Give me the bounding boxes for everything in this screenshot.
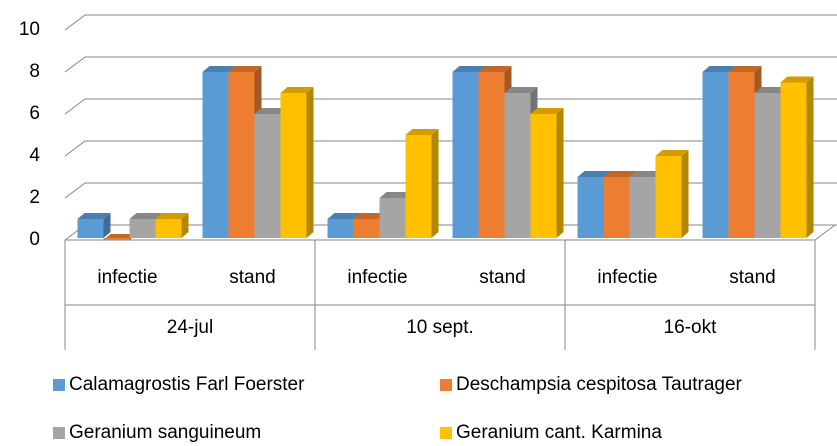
group-label: 16-okt	[664, 317, 718, 338]
bar-top	[452, 66, 486, 72]
bar-front	[754, 93, 781, 238]
bar-front	[530, 114, 557, 238]
legend-label: Deschampsia cespitosa Tautrager	[456, 374, 743, 395]
bar-front	[629, 177, 656, 238]
grid-line	[64, 14, 837, 31]
x-tick-label: stand	[229, 267, 275, 288]
bar-front	[103, 238, 130, 240]
bar-front	[155, 219, 182, 238]
y-tick-label: 10	[19, 19, 40, 40]
bar-front	[603, 177, 630, 238]
bar-side	[103, 213, 111, 238]
bar	[530, 108, 564, 238]
y-tick-label: 2	[29, 187, 40, 208]
bar-front	[655, 156, 682, 238]
bar-front	[327, 219, 354, 238]
bar-top	[405, 129, 439, 135]
legend-label: Geranium cant. Karmina	[456, 422, 662, 443]
bar-front	[129, 219, 156, 238]
x-tick-label: infectie	[347, 267, 407, 288]
bar-top	[155, 213, 189, 219]
bar-front	[780, 82, 807, 238]
bar-top	[702, 66, 736, 72]
bar	[405, 129, 439, 238]
bar-top	[655, 150, 689, 156]
grid-line	[64, 140, 837, 157]
y-tick-label: 4	[29, 145, 40, 166]
bar-front	[452, 72, 479, 238]
legend-swatch	[53, 427, 65, 439]
grid-line	[64, 98, 837, 115]
bar-front	[504, 93, 531, 238]
grid-line	[64, 56, 837, 73]
bar-top	[77, 213, 111, 219]
x-tick-label: infectie	[597, 267, 657, 288]
bar	[77, 213, 111, 238]
bar-front	[379, 198, 406, 238]
bar-front	[353, 219, 380, 238]
bar-top	[129, 213, 163, 219]
bar-top	[780, 76, 814, 83]
bar	[780, 76, 814, 238]
bar-front	[405, 135, 432, 238]
bar-side	[681, 150, 689, 238]
y-tick-label: 8	[29, 61, 40, 82]
bar-top	[754, 87, 788, 93]
bar-side	[806, 76, 814, 238]
bar-front	[728, 72, 755, 238]
bar-front	[280, 93, 307, 238]
legend-label: Geranium sanguineum	[69, 422, 261, 443]
group-label: 24-jul	[167, 317, 213, 338]
bar-top	[603, 171, 637, 177]
legend-swatch	[53, 379, 65, 391]
bar-top	[577, 171, 611, 177]
bar-top	[353, 213, 387, 219]
group-label: 10 sept.	[406, 317, 474, 338]
bar-top	[504, 87, 538, 93]
bar-top	[478, 66, 512, 72]
bar-side	[306, 87, 314, 238]
bar-top	[202, 66, 236, 72]
legend-label: Calamagrostis Farl Foerster	[69, 374, 305, 395]
bar	[655, 150, 689, 238]
bar-top	[629, 171, 663, 177]
bar-front	[577, 177, 604, 238]
bar-front	[77, 219, 104, 238]
bar-front	[228, 72, 255, 238]
x-tick-label: stand	[479, 267, 525, 288]
bar-side	[431, 129, 439, 238]
bar-side	[181, 213, 189, 238]
bar-front	[254, 114, 281, 238]
bar-front	[702, 72, 729, 238]
x-tick-label: stand	[729, 267, 775, 288]
bar-top	[728, 66, 762, 72]
bar-top	[530, 108, 564, 114]
legend-swatch	[440, 427, 452, 439]
y-tick-label: 6	[29, 103, 40, 124]
y-tick-label: 0	[29, 229, 40, 250]
bar	[280, 87, 314, 238]
bar-top	[228, 66, 262, 72]
bar-top	[379, 192, 413, 198]
bar-top	[254, 108, 288, 114]
bar-front	[202, 72, 229, 238]
bar-front	[478, 72, 505, 238]
bar-top	[327, 213, 361, 219]
bar	[155, 213, 189, 238]
legend-swatch	[440, 379, 452, 391]
bar-side	[556, 108, 564, 238]
bar	[228, 66, 262, 238]
bar-top	[280, 87, 314, 93]
x-tick-label: infectie	[97, 267, 157, 288]
